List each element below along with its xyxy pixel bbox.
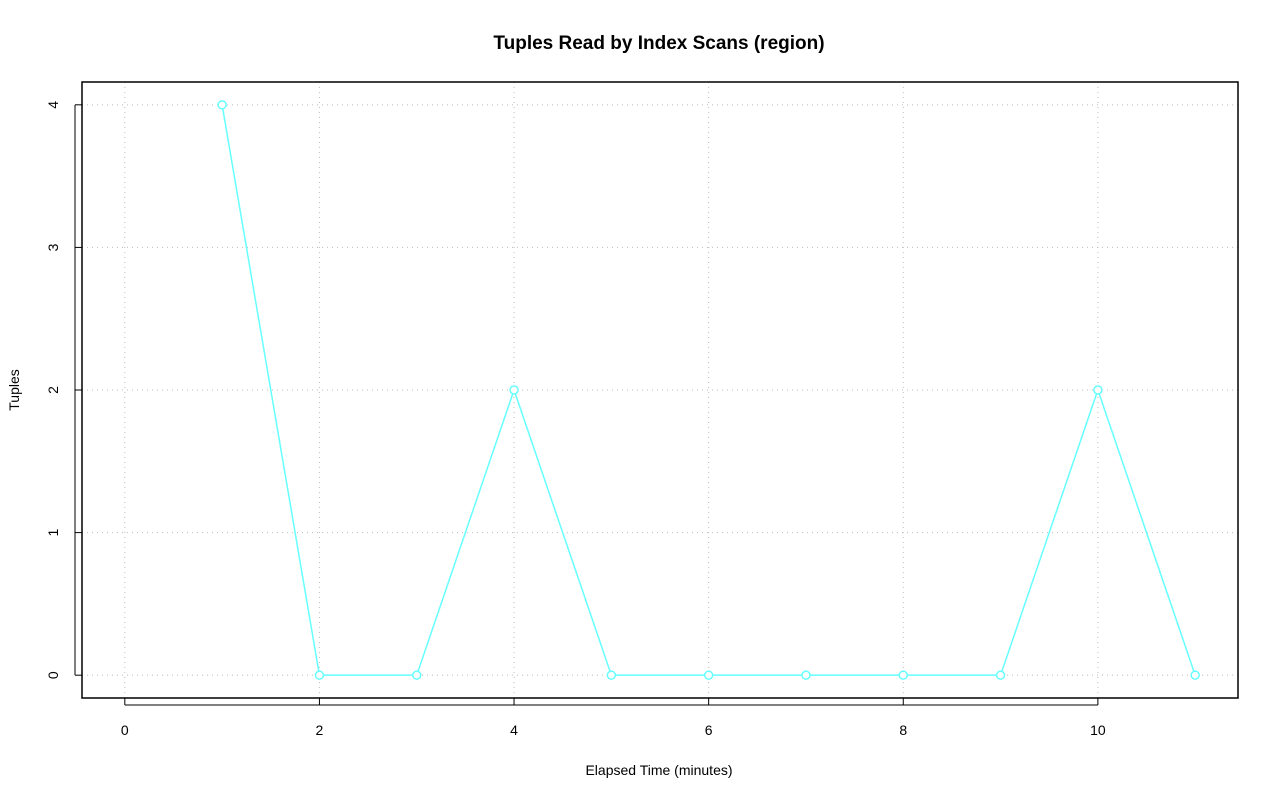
x-tick-label: 4: [510, 722, 518, 738]
chart-title: Tuples Read by Index Scans (region): [493, 33, 824, 54]
x-tick-label: 0: [121, 722, 129, 738]
data-point: [1093, 385, 1103, 395]
x-tick-label: 10: [1090, 722, 1106, 738]
data-point: [217, 100, 227, 110]
data-point: [314, 670, 325, 680]
y-tick-label: 1: [45, 528, 61, 536]
data-point: [898, 670, 909, 680]
data-point: [995, 670, 1006, 680]
plot-frame: [81, 81, 1239, 699]
y-tick-label: 3: [45, 243, 61, 251]
x-axis-label: Elapsed Time (minutes): [585, 762, 732, 778]
data-point: [801, 670, 811, 680]
data-point: [703, 670, 714, 680]
y-tick-label: 4: [45, 101, 61, 109]
data-point: [1190, 670, 1200, 680]
y-tick-label: 2: [45, 386, 61, 394]
series-line: [221, 104, 1196, 676]
data-point: [411, 670, 422, 680]
x-tick-label: 8: [899, 722, 907, 738]
y-tick-label: 0: [45, 671, 61, 679]
data-point: [606, 670, 617, 680]
x-tick-label: 6: [705, 722, 713, 738]
y-axis-label: Tuples: [6, 369, 22, 411]
data-point: [509, 385, 519, 395]
x-tick-label: 2: [316, 722, 324, 738]
